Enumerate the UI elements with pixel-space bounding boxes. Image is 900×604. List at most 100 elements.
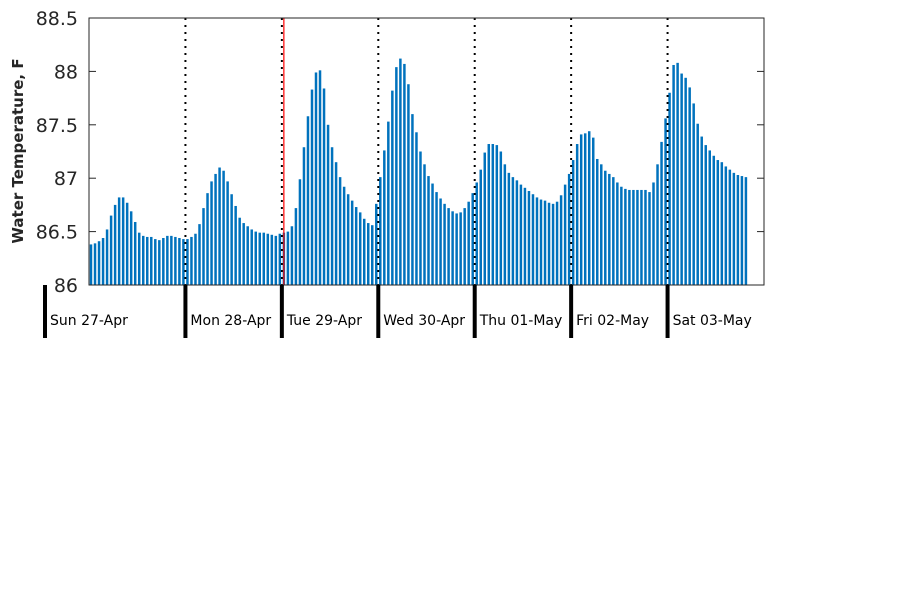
temperature-bar [306,116,310,285]
plot-frame [88,17,765,286]
temperature-bar [499,151,503,285]
temperature-bar [632,189,635,285]
temperature-bar [262,232,266,285]
temperature-bar [543,200,547,285]
temperature-bar [298,179,302,285]
temperature-bar [218,167,221,285]
temperature-bar [724,166,728,285]
temperature-bar [226,181,229,285]
temperature-bar [696,123,699,285]
temperature-bar [507,172,511,285]
y-tick-label: 87.5 [36,115,78,137]
temperature-bar [648,192,651,285]
temperature-bar [660,141,663,285]
temperature-bar [495,145,499,285]
y-axis-label: Water Temperature, F [9,58,27,243]
temperature-bar [399,58,402,285]
temperature-bar [668,92,671,285]
temperature-bar [535,197,539,285]
temperature-bar [708,150,711,285]
temperature-bar [194,233,197,285]
temperature-bar [455,213,458,285]
temperature-bar [310,89,314,285]
temperature-bar [354,207,358,285]
temperature-bar [129,211,133,285]
temperature-bar [612,177,615,285]
temperature-bar [142,235,145,285]
temperature-bar [439,198,442,285]
temperature-bar [154,239,157,285]
temperature-bar [125,202,129,285]
temperature-bar [551,203,555,285]
temperature-bar [567,173,571,285]
temperature-bar [294,208,298,285]
temperature-bar [395,67,398,285]
day-label: Thu 01-May [479,313,563,329]
temperature-bar [105,229,109,285]
temperature-bar [467,201,470,285]
temperature-bar [471,193,474,285]
temperature-bar [527,191,531,285]
temperature-bar [174,236,177,285]
temperature-bar [113,204,117,285]
axes-group: 86 86.5 87 87.5 88 88.5 [36,8,765,297]
temperature-bar [479,169,482,285]
temperature-bar [101,238,105,285]
temperature-bar [423,164,426,285]
temperature-bar [523,187,527,285]
temperature-bar [238,217,241,285]
temperature-bar [688,87,691,285]
temperature-bar [202,208,205,285]
temperature-bar [451,211,454,285]
temperature-bar [459,212,462,285]
temperature-bar [427,176,430,285]
temperature-bar [158,240,161,285]
temperature-bar [338,177,342,285]
temperature-bar [736,175,740,285]
temperature-bar [744,177,748,285]
temperature-bar [732,172,736,285]
temperature-bar [700,136,703,285]
temperature-bar [89,244,93,285]
temperature-bar [109,215,113,285]
day-label: Tue 29-Apr [286,313,362,329]
temperature-bar [515,180,519,285]
temperature-bar [463,208,466,285]
temperature-bar [503,164,507,285]
temperature-bar [93,243,97,285]
temperature-bar [672,64,675,286]
y-tick-label: 86 [54,275,78,297]
temperature-bar [330,147,334,285]
day-dividers-group [184,18,669,285]
y-tick-label: 88 [54,61,78,83]
temperature-bar [519,184,523,285]
temperature-bar [391,90,394,286]
temperature-bar [182,239,185,285]
day-label: Mon 28-Apr [190,313,271,329]
temperature-bar [692,103,695,285]
temperature-bar [314,72,318,285]
temperature-bar [346,194,350,285]
temperature-bar [483,152,486,285]
temperature-bar [117,197,121,285]
day-label: Fri 02-May [576,313,649,329]
temperature-bar [475,182,478,285]
temperature-bar [137,232,141,285]
temperature-bar [716,160,720,285]
temperature-bar [640,189,643,285]
temperature-bar [371,225,374,285]
temperature-bar [559,195,563,285]
temperature-bar [604,170,607,285]
temperature-bar [555,201,559,285]
temperature-bar [362,218,366,285]
temperature-bar [563,184,567,285]
temperature-bar [150,236,153,285]
y-tick-label: 88.5 [36,8,78,30]
temperature-bar [258,232,261,285]
temperature-bar [274,235,278,285]
temperature-bar [652,182,655,285]
temperature-bar [419,151,422,285]
temperature-bar [278,233,282,285]
